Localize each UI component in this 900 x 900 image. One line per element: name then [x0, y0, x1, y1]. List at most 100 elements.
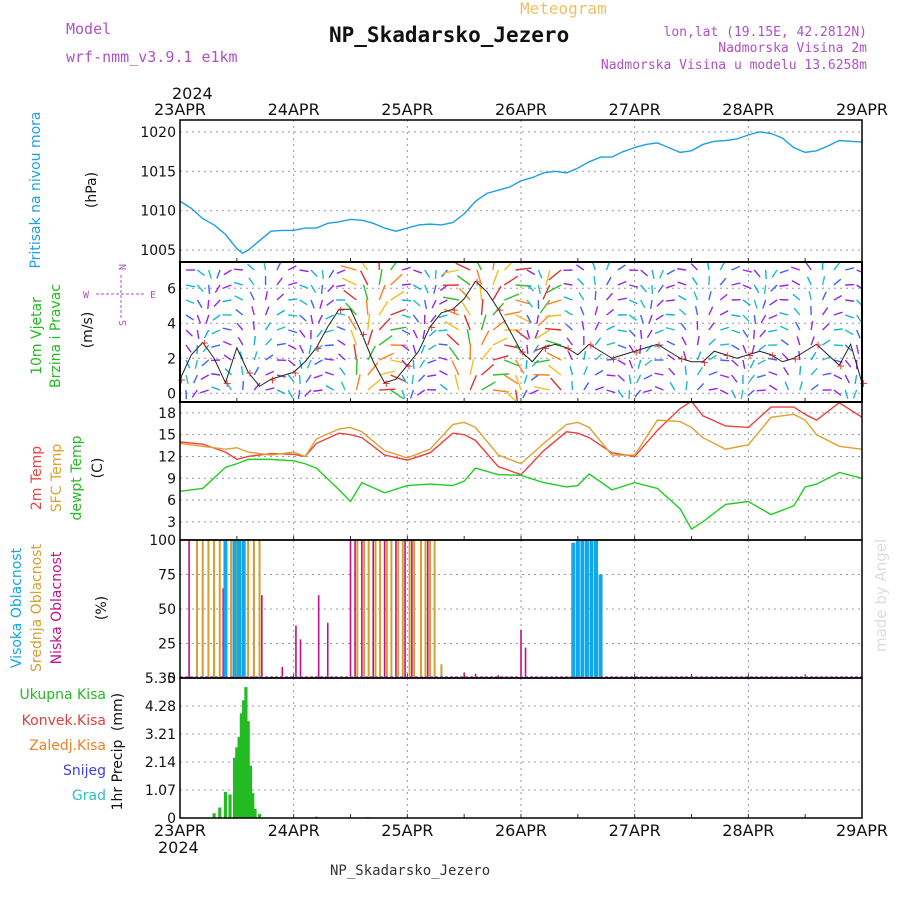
wind-arrow	[545, 327, 562, 331]
cloud-bar-mid	[258, 540, 261, 678]
wind-arrow	[531, 359, 539, 368]
wind-arrow	[634, 389, 642, 398]
cloud-bar-high	[580, 540, 585, 678]
wind-speed-marker: +	[427, 321, 436, 334]
wind-arrow	[378, 352, 395, 361]
wind-arrow	[821, 307, 829, 316]
footer-station-name: NP_Skadarsko_Jezero	[330, 863, 490, 879]
wind-arrow	[492, 269, 500, 286]
wind-arrow	[566, 337, 574, 346]
wind-arrow	[185, 299, 195, 305]
wind-arrow	[341, 277, 357, 286]
wind-arrow	[390, 262, 398, 271]
cloud-bar-high	[584, 540, 589, 678]
wind-arrow	[770, 284, 778, 292]
precip-ylabel-unit: (mm)	[110, 693, 126, 731]
wind-arrow	[235, 308, 244, 316]
cloud-bar-low	[474, 673, 477, 678]
wind-arrow	[742, 299, 751, 306]
temp-ylabel-4: (C)	[90, 458, 106, 479]
cloud-ylabel-4: (%)	[94, 596, 110, 620]
wind-speed-marker: +	[632, 345, 641, 358]
wind-arrow	[545, 339, 562, 346]
precip-bar	[239, 713, 243, 818]
station-height-label: Nadmorska Visina 2m	[718, 41, 867, 56]
wind-speed-marker: +	[473, 275, 482, 288]
wind-arrow	[240, 365, 244, 376]
wind-arrow	[340, 265, 357, 271]
wind-arrow	[665, 299, 675, 302]
precip-bar	[242, 700, 246, 818]
wind-arrow	[299, 344, 305, 354]
wind-arrow	[249, 291, 255, 301]
precip-bar	[244, 687, 248, 818]
wind-arrow	[643, 374, 653, 380]
wind-arrow	[537, 269, 543, 279]
precip-legend-rain: Ukupna Kisa	[19, 687, 106, 703]
wind-arrow	[617, 297, 627, 301]
wind-arrow	[288, 329, 298, 334]
y-tick-label: 75	[158, 568, 176, 584]
wind-arrow	[768, 314, 778, 320]
wind-arrow	[617, 344, 627, 349]
wind-arrow	[208, 284, 211, 295]
wind-arrow	[515, 314, 531, 323]
y-tick-label: 0	[167, 671, 176, 687]
wind-arrow	[691, 277, 699, 286]
wind-arrow	[696, 336, 700, 346]
wind-speed-marker: +	[677, 352, 686, 365]
panel-frame	[179, 261, 863, 403]
wind-arrow	[201, 359, 210, 367]
wind-speed-marker: +	[245, 366, 254, 379]
precip-bar	[246, 721, 250, 818]
wind-arrow	[810, 367, 818, 376]
wind-arrow	[644, 359, 653, 366]
wind-arrow	[855, 344, 860, 354]
wind-arrow	[401, 344, 410, 352]
wind-arrow	[617, 264, 626, 271]
wind-arrow	[492, 285, 502, 301]
wind-arrow	[185, 284, 195, 288]
wind-arrow	[276, 389, 286, 395]
precip-bar	[212, 813, 216, 818]
wind-arrow	[637, 359, 642, 369]
wind-arrow	[546, 352, 562, 361]
wind-arrow	[708, 291, 712, 301]
wind-arrow	[222, 299, 232, 303]
wind-speed-marker: +	[836, 359, 845, 372]
wind-arrow	[657, 284, 664, 293]
wind-arrow	[515, 284, 532, 287]
wind-arrow	[833, 374, 843, 380]
wind-arrow	[287, 359, 296, 367]
wind-arrow	[606, 389, 616, 394]
wind-arrow	[731, 344, 740, 351]
wind-arrow	[412, 299, 421, 307]
cloud-bar-mid	[247, 540, 250, 678]
wind-arrow	[833, 389, 842, 396]
wind-arrow	[338, 353, 346, 361]
wind-arrow	[606, 308, 615, 316]
wind-arrow	[298, 359, 303, 369]
wind-arrow	[708, 322, 715, 331]
wind-arrow	[287, 389, 294, 399]
wind-arrow	[833, 278, 842, 286]
precip-bar	[218, 807, 222, 818]
precip-bar	[257, 814, 262, 818]
wind-arrow	[401, 314, 411, 319]
cloud-bar-mid	[218, 540, 221, 678]
y-tick-label: 1015	[140, 164, 176, 180]
wind-arrow	[503, 262, 514, 271]
cloud-bar-mid	[201, 540, 204, 678]
wind-arrow	[224, 368, 232, 376]
wind-arrow	[791, 280, 801, 286]
wind-speed-marker: +	[268, 373, 277, 386]
wind-arrow	[569, 366, 574, 376]
wind-arrow	[365, 298, 369, 316]
wind-arrow	[768, 357, 778, 361]
wind-arrow	[579, 306, 585, 316]
y-tick-label: 9	[167, 471, 176, 487]
wind-arrow	[412, 329, 418, 339]
wind-arrow	[681, 336, 687, 346]
wind-arrow	[655, 314, 664, 321]
precip-bar	[223, 791, 228, 818]
